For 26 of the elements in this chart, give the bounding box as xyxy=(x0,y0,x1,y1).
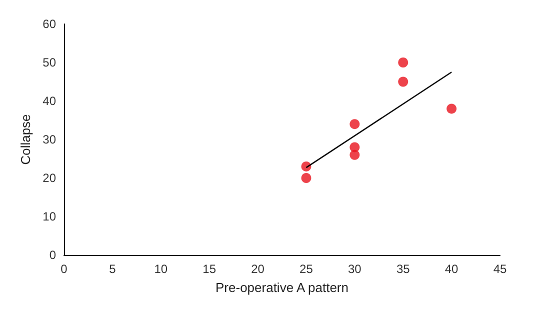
x-tick-label: 15 xyxy=(202,262,216,276)
point xyxy=(398,76,408,87)
y-tick-label: 30 xyxy=(42,132,56,146)
y-tick-label: 50 xyxy=(42,56,56,70)
x-tick-label: 25 xyxy=(300,262,314,276)
x-tick-label: 5 xyxy=(109,262,116,276)
y-axis-title: Collapse xyxy=(18,114,33,165)
x-tick-label: 10 xyxy=(154,262,168,276)
x-tick-label: 20 xyxy=(251,262,265,276)
x-tick-label: 35 xyxy=(396,262,410,276)
point xyxy=(350,119,360,130)
x-tick-label: 0 xyxy=(60,262,68,276)
x-tick-label: 40 xyxy=(444,262,459,276)
y-tick-label: 20 xyxy=(42,171,56,185)
x-axis-title: Pre-operative A pattern xyxy=(216,280,348,295)
y-tick-label: 40 xyxy=(42,94,56,108)
y-tick-label: 0 xyxy=(49,248,56,262)
y-tick-label: 10 xyxy=(42,210,56,224)
point xyxy=(446,104,457,114)
x-tick-label: 45 xyxy=(493,262,507,276)
point xyxy=(301,173,312,183)
y-tick-label: 60 xyxy=(42,17,56,31)
point xyxy=(301,161,312,172)
x-tick-label: 30 xyxy=(348,262,362,276)
point xyxy=(350,150,360,160)
point xyxy=(398,58,408,68)
